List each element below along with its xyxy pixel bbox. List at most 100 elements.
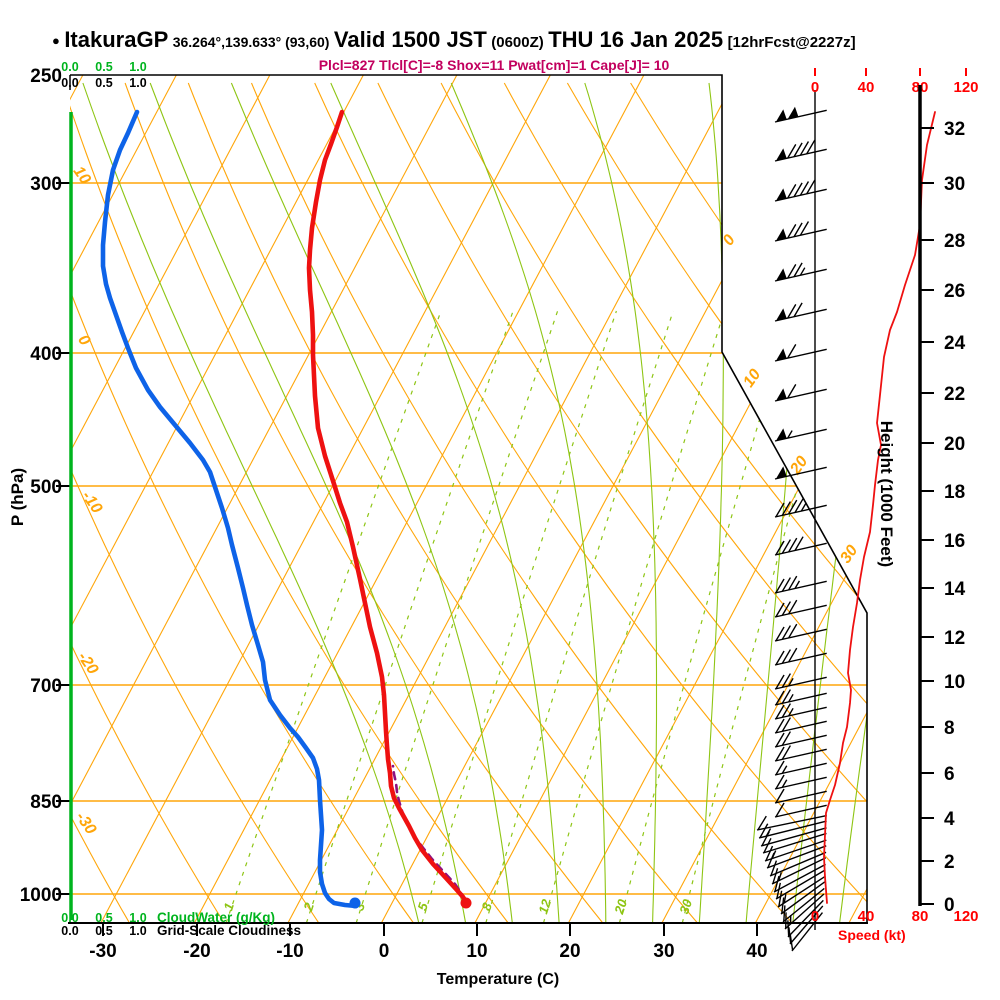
pressure-tick-label: 500 <box>30 477 62 498</box>
valid-time: Valid 1500 JST <box>333 27 487 52</box>
isotherm-line <box>70 75 458 923</box>
dry-adiabat-line <box>630 82 867 923</box>
isotherm-edge-label: 30 <box>837 542 861 566</box>
height-tick-label: 18 <box>944 482 965 503</box>
pressure-tick-label: 400 <box>30 344 62 365</box>
dry-adiabat-line <box>503 82 867 923</box>
height-tick-label: 8 <box>944 718 955 739</box>
mixing-ratio-label: 2 <box>300 900 317 913</box>
wind-barb <box>774 623 827 642</box>
wind-barb <box>774 745 827 762</box>
wind-barb <box>774 383 827 402</box>
wind-barb <box>774 599 827 618</box>
wind-barb <box>774 106 827 123</box>
height-tick-label: 10 <box>944 672 965 693</box>
mixing-ratio-label: 30 <box>676 897 695 916</box>
wind-barb <box>774 689 827 706</box>
height-tick-label: 20 <box>944 434 965 455</box>
temperature-tick-label: 30 <box>653 941 674 962</box>
wind-barb <box>773 863 826 893</box>
pressure-tick-label: 700 <box>30 676 62 697</box>
moist-adiabat-line <box>839 82 867 923</box>
wind-barb <box>774 802 827 818</box>
adiabat-edge-label: -20 <box>74 649 101 678</box>
wind-barb <box>771 857 827 885</box>
valid-zulu: (0600Z) <box>491 34 544 51</box>
temperature-axis-title: Temperature (C) <box>436 971 560 988</box>
moist-adiabat-line <box>584 82 658 923</box>
wind-barb <box>760 827 827 847</box>
mixing-ratio-line <box>421 310 617 923</box>
wind-barb <box>774 466 827 480</box>
cloudwater-scale-label-bottom: 0.5 <box>95 911 112 925</box>
isotherm-line <box>380 75 832 923</box>
cloudwater-scale-label-top: 0.0 <box>61 60 78 74</box>
wind-barb <box>774 498 827 518</box>
wind-barb <box>762 832 827 854</box>
temperature-tick-label: 20 <box>559 941 580 962</box>
valid-date: THU 16 Jan 2025 <box>548 27 724 52</box>
dry-adiabat-line <box>124 82 604 923</box>
moist-adiabat-line <box>230 82 513 923</box>
mixing-ratio-line <box>485 310 674 923</box>
isotherm-line <box>100 75 551 923</box>
temperature-tick-label: 0 <box>379 941 390 962</box>
wind-barb <box>784 893 825 930</box>
cloudiness-scale-label-bottom: 0.0 <box>61 924 78 938</box>
wind-barb <box>782 887 825 923</box>
wind-barb <box>758 820 827 839</box>
height-tick-label: 30 <box>944 174 965 195</box>
adiabat-edge-label: 10 <box>70 163 94 187</box>
cloudiness-scale-label-top: 0.5 <box>95 76 112 90</box>
dry-adiabat-line <box>70 82 320 923</box>
moist-adiabat-line <box>82 82 420 923</box>
height-axis-title: Height (1000 Feet) <box>877 420 896 568</box>
plot-boundary <box>70 74 868 923</box>
wind-barb <box>774 262 827 282</box>
speed-tick-label-top: 120 <box>953 79 978 96</box>
wind-barb <box>774 179 827 202</box>
wind-barb <box>774 774 827 790</box>
surface-dewpoint-marker <box>349 897 361 909</box>
cloudwater-scale-label-top: 0.5 <box>95 60 112 74</box>
surface-temperature-marker <box>460 897 472 909</box>
temperature-tick-label: -20 <box>183 941 210 962</box>
wind-barb <box>774 673 827 690</box>
pressure-axis-title: P (hPa) <box>8 467 27 527</box>
dry-adiabat-line <box>187 82 698 923</box>
pressure-tick-label: 300 <box>30 174 62 195</box>
isotherm-line <box>70 75 271 923</box>
moist-adiabat-line <box>330 82 560 923</box>
cloudwater-scale-label-top: 1.0 <box>129 60 146 74</box>
wind-barb <box>774 575 827 594</box>
isotherm-line <box>754 75 867 923</box>
gridscale-cloudiness-legend: Grid-Scale Cloudiness <box>157 923 302 938</box>
wind-barb <box>769 851 827 877</box>
adiabat-edge-label: -30 <box>72 809 99 838</box>
wind-barb <box>774 428 827 442</box>
pressure-tick-label: 250 <box>30 66 62 87</box>
height-tick-label: 2 <box>944 852 955 873</box>
cloudwater-legend: CloudWater (g/Kg) <box>157 910 275 925</box>
dry-adiabat-line <box>70 82 509 923</box>
wind-barb <box>789 912 824 952</box>
mixing-ratio-line <box>542 310 725 923</box>
mixing-ratio-line <box>305 310 514 923</box>
cloudiness-scale-label-bottom: 1.0 <box>129 924 146 938</box>
cloudiness-scale-label-top: 0.0 <box>61 76 78 90</box>
cloudwater-scale-label-bottom: 1.0 <box>129 911 146 925</box>
wind-barb <box>756 814 827 831</box>
wind-barb <box>774 647 827 666</box>
adiabat-edge-label: 0 <box>74 332 93 349</box>
dry-adiabat-line <box>250 82 793 923</box>
wind-barb <box>774 343 827 362</box>
isotherm-line <box>661 75 867 923</box>
dewpoint-trace <box>100 109 359 909</box>
wind-barb <box>774 221 827 242</box>
station-coords: 36.264°,139.633° (93,60) <box>172 34 330 50</box>
stability-indices-line: Plcl=827 Tlcl[C]=-8 Shox=11 Pwat[cm]=1 C… <box>318 57 670 73</box>
wind-barb <box>774 788 827 804</box>
wind-barb <box>774 302 827 322</box>
temperature-tick-label: -30 <box>89 941 116 962</box>
